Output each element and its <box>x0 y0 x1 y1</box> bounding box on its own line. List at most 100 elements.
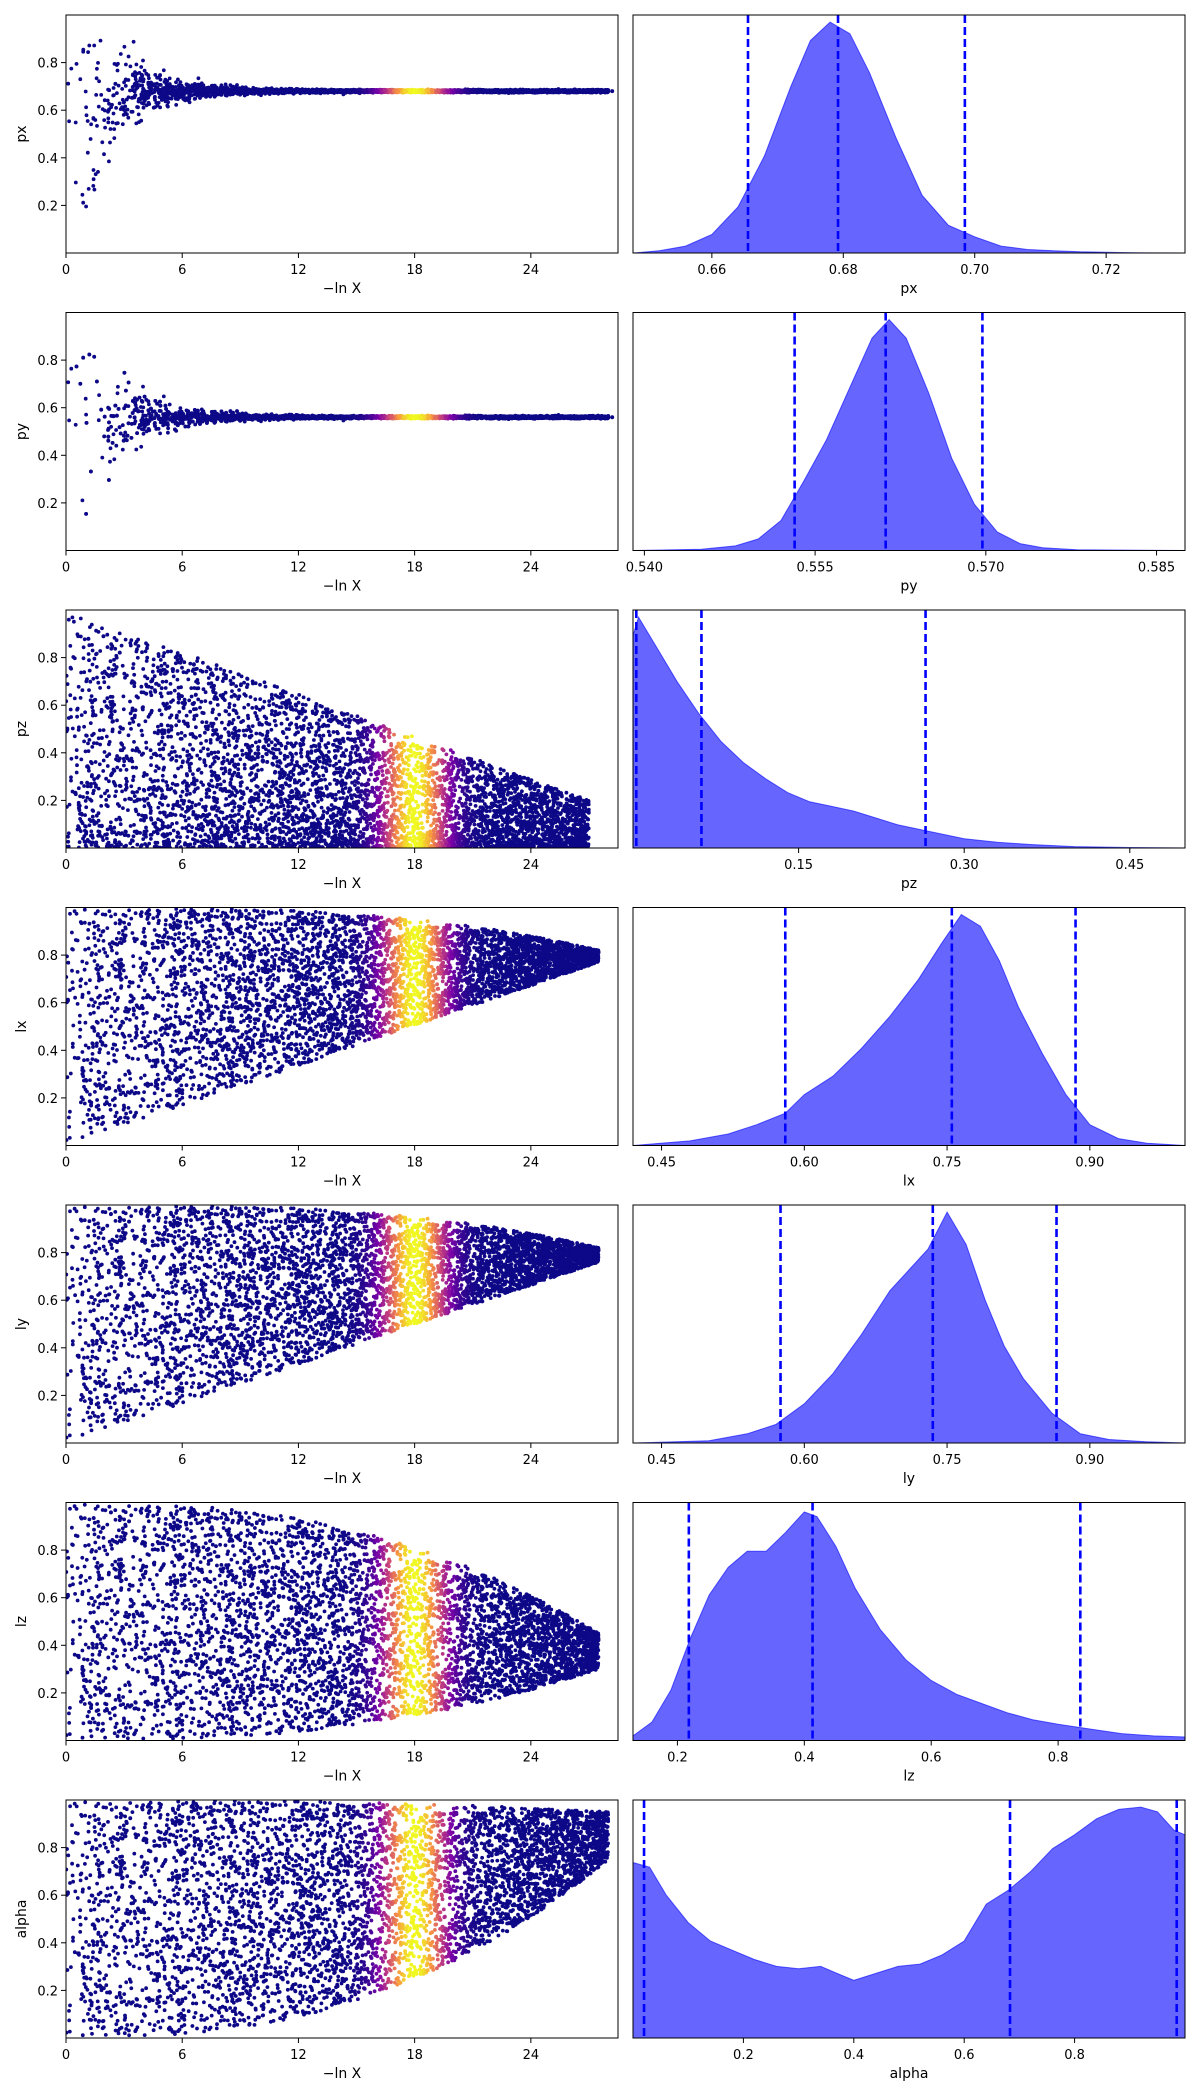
scatter-point <box>88 137 93 141</box>
scatter-point <box>154 87 159 92</box>
scatter-point <box>126 54 131 59</box>
scatter-point <box>149 80 154 85</box>
scatter-point <box>121 107 126 112</box>
scatter-point <box>133 74 138 79</box>
scatter-point <box>102 118 107 122</box>
scatter-point <box>174 103 179 107</box>
scatter-point <box>146 100 151 105</box>
scatter-point <box>100 140 105 145</box>
scatter-point <box>122 80 126 85</box>
scatter-point <box>144 91 149 96</box>
scatter-point <box>93 172 98 177</box>
scatter-point <box>83 89 88 94</box>
scatter-point <box>183 98 188 103</box>
scatter-point <box>136 112 141 117</box>
scatter-point <box>135 105 140 109</box>
scatter-point <box>107 101 111 106</box>
scatter-point <box>219 92 223 97</box>
scatter-point <box>91 177 96 182</box>
scatter-point <box>116 61 120 66</box>
scatter-point <box>141 105 146 110</box>
scatter-point <box>211 92 216 97</box>
scatter-point <box>190 88 195 93</box>
scatter-point <box>139 65 144 69</box>
scatter-point <box>164 81 169 85</box>
scatter-point <box>108 140 112 145</box>
scatter-point <box>112 136 117 141</box>
scatter-point <box>95 124 99 128</box>
scatter-point <box>166 87 171 91</box>
scatter-point <box>92 187 97 192</box>
scatter-point <box>146 82 151 87</box>
scatter-point <box>195 83 200 88</box>
scatter-point <box>96 104 101 109</box>
scatter-point <box>106 116 111 121</box>
scatter-point <box>128 64 133 69</box>
panel-trace-px: 0 6 12 18 24−ln X0.20.40.60.8px <box>14 14 619 297</box>
scatter-point <box>177 84 182 88</box>
scatter-point <box>201 83 206 88</box>
scatter-point <box>137 83 141 87</box>
scatter-point <box>81 200 86 205</box>
scatter-point <box>80 192 85 197</box>
scatter-point <box>66 81 71 86</box>
scatter-point <box>117 101 122 106</box>
scatter-point <box>176 77 180 82</box>
scatter-point <box>94 76 99 81</box>
scatter-point <box>166 104 170 109</box>
scatter-point <box>141 96 146 101</box>
scatter-point <box>106 120 111 125</box>
scatter-point <box>178 80 183 84</box>
scatter-point <box>84 204 88 209</box>
scatter-point <box>111 111 116 116</box>
scatter-point <box>102 108 107 113</box>
scatter-point <box>99 93 104 97</box>
scatter-point <box>147 93 152 97</box>
scatter-point <box>122 44 127 49</box>
scatter-point <box>135 71 139 76</box>
scatter-point <box>403 89 408 94</box>
scatter-point <box>115 68 120 73</box>
scatter-point <box>185 87 190 92</box>
scatter-point <box>158 105 163 110</box>
scatter-point <box>208 94 213 99</box>
scatter-point <box>190 93 194 98</box>
scatter-points <box>66 38 615 209</box>
scatter-point <box>186 98 191 103</box>
scatter-point <box>93 118 98 122</box>
scatter-point <box>129 109 134 114</box>
scatter-point <box>125 112 129 117</box>
scatter-point <box>86 187 91 191</box>
scatter-point <box>222 89 227 94</box>
scatter-point <box>120 97 125 102</box>
scatter-point <box>128 88 132 93</box>
scatter-point <box>161 97 166 102</box>
scatter-point <box>153 98 157 102</box>
scatter-point <box>147 85 152 90</box>
scatter-point <box>98 38 103 43</box>
scatter-point <box>87 43 92 48</box>
scatter-point <box>134 62 139 67</box>
scatter-point <box>67 119 71 124</box>
scatter-point <box>158 73 162 78</box>
scatter-point <box>140 90 145 94</box>
scatter-point <box>156 90 161 95</box>
scatter-point <box>97 79 101 84</box>
scatter-point <box>118 52 123 56</box>
scatter-point <box>106 87 110 92</box>
scatter-point <box>120 87 125 91</box>
scatter-point <box>113 81 118 86</box>
scatter-point <box>232 90 237 95</box>
scatter-point <box>134 80 139 85</box>
scatter-point <box>102 98 107 103</box>
scatter-point <box>114 106 118 110</box>
scatter-point <box>92 43 97 48</box>
scatter-point <box>123 84 128 88</box>
scatter-point <box>136 99 141 104</box>
scatter-point <box>193 96 198 101</box>
scatter-point <box>126 95 131 100</box>
scatter-point <box>152 83 157 88</box>
scatter-point <box>240 85 245 90</box>
scatter-point <box>158 94 163 98</box>
